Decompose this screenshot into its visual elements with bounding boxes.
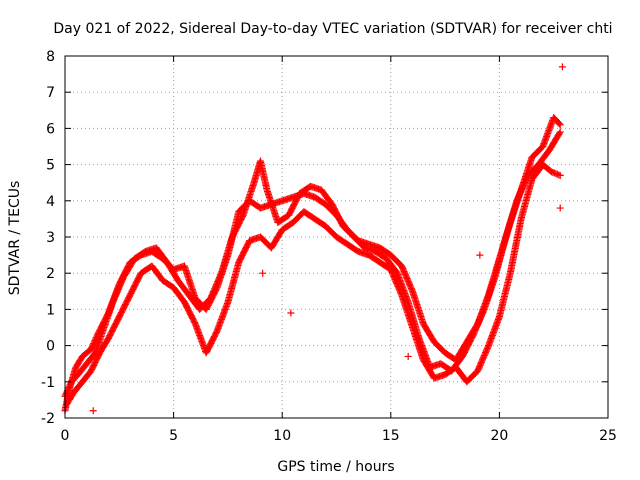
data-point — [555, 129, 563, 137]
x-tick-label: 20 — [490, 428, 508, 444]
y-axis-label: SDTVAR / TECUs — [7, 181, 23, 296]
x-axis-label: GPS time / hours — [277, 459, 394, 475]
data-point — [89, 407, 97, 415]
y-tick-label: 5 — [46, 158, 55, 174]
y-tick-label: 3 — [46, 230, 55, 246]
y-tick-label: 0 — [46, 339, 55, 355]
data-point — [556, 171, 564, 179]
data-point — [556, 204, 564, 212]
data-marks — [61, 63, 566, 415]
y-tick-label: -2 — [41, 411, 55, 427]
y-tick-label: 6 — [46, 121, 55, 137]
data-point — [556, 121, 564, 129]
axis-ticks: 0 5 10 15 20 25 -2 -1 0 1 2 3 4 5 6 7 8 — [41, 49, 617, 444]
data-point — [476, 251, 484, 259]
data-point — [558, 63, 566, 71]
y-tick-label: 4 — [46, 194, 55, 210]
data-point — [259, 269, 267, 277]
x-tick-label: 10 — [273, 428, 291, 444]
data-point — [287, 309, 295, 317]
data-point — [555, 171, 563, 179]
y-tick-label: 7 — [46, 85, 55, 101]
y-tick-label: -1 — [41, 375, 55, 391]
data-point — [556, 128, 564, 136]
data-point — [555, 120, 563, 128]
y-tick-label: 1 — [46, 302, 55, 318]
x-tick-label: 5 — [169, 428, 178, 444]
x-tick-label: 0 — [61, 428, 70, 444]
x-tick-label: 15 — [382, 428, 400, 444]
y-tick-label: 8 — [46, 49, 55, 65]
chart-title: Day 021 of 2022, Sidereal Day-to-day VTE… — [53, 21, 612, 37]
x-tick-label: 25 — [599, 428, 617, 444]
y-tick-label: 2 — [46, 266, 55, 282]
data-point — [404, 352, 412, 360]
